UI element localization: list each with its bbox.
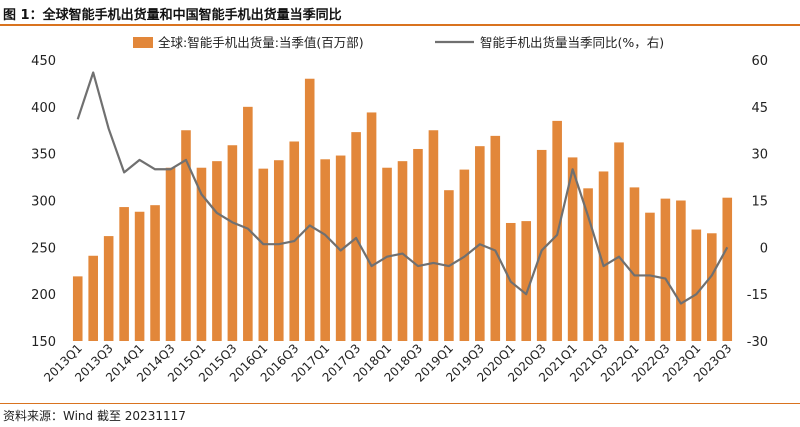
bar	[103, 236, 114, 341]
bar	[536, 149, 547, 341]
bar	[196, 167, 207, 341]
x-axis: 2013Q12013Q32014Q12014Q32015Q12015Q32016…	[41, 341, 734, 385]
right-tick-label: 15	[751, 195, 768, 210]
bar	[243, 106, 253, 341]
footer-divider	[0, 403, 800, 404]
bar	[181, 130, 191, 341]
right-axis: -30 -15 0 15 30 45 60	[747, 54, 768, 350]
bar	[134, 211, 145, 341]
chart-svg: 150 200 250 300 350 400 450 -30 -15 0 15 30 45 60 20…	[31, 35, 768, 385]
bar-series	[72, 78, 733, 342]
right-tick-label: -15	[747, 288, 768, 303]
right-tick-label: 30	[751, 148, 768, 163]
bar	[583, 188, 593, 341]
bar	[320, 159, 330, 341]
bar	[119, 207, 129, 341]
bar	[382, 167, 392, 341]
right-tick-label: 60	[751, 54, 768, 69]
chart-title: 图 1：全球智能手机出货量和中国智能手机出货量当季同比	[3, 8, 342, 23]
bar	[366, 112, 377, 341]
left-tick-label: 300	[31, 195, 56, 210]
bar	[304, 78, 315, 342]
bar	[413, 148, 423, 341]
legend: 全球:智能手机出货量:当季值(百万部) 智能手机出货量当季同比(%，右)	[133, 35, 664, 50]
legend-bar-swatch	[133, 37, 153, 48]
bar	[722, 197, 733, 341]
bar	[212, 161, 222, 341]
source-note: 资料来源：Wind 截至 20231117	[3, 409, 186, 423]
legend-bar-label: 全球:智能手机出货量:当季值(百万部)	[158, 35, 364, 50]
line-series	[76, 71, 729, 305]
right-tick-label: -30	[747, 335, 768, 350]
bar	[428, 130, 439, 341]
bar	[567, 157, 578, 341]
left-tick-label: 400	[31, 101, 56, 116]
bar	[676, 200, 686, 341]
bar	[691, 229, 702, 341]
left-tick-label: 350	[31, 148, 56, 163]
bar	[645, 212, 655, 341]
bar	[351, 132, 361, 341]
bar	[629, 187, 640, 341]
left-axis: 150 200 250 300 350 400 450	[31, 54, 56, 350]
bar	[88, 255, 98, 341]
bar	[521, 221, 532, 341]
bar	[335, 155, 346, 341]
left-tick-label: 150	[31, 335, 56, 350]
left-tick-label: 250	[31, 241, 56, 256]
legend-line-label: 智能手机出货量当季同比(%，右)	[480, 35, 664, 50]
left-tick-label: 200	[31, 288, 56, 303]
right-tick-label: 0	[760, 241, 768, 256]
bar	[273, 160, 284, 341]
bar	[165, 167, 176, 341]
right-tick-label: 45	[751, 101, 768, 116]
bar	[660, 198, 671, 341]
bar	[258, 168, 269, 341]
bar	[397, 161, 408, 341]
bar	[72, 276, 83, 341]
bar	[614, 142, 624, 341]
bar	[490, 135, 501, 341]
left-tick-label: 450	[31, 54, 56, 69]
bar	[227, 145, 238, 341]
bar	[150, 205, 160, 341]
bar	[598, 171, 609, 341]
title-bar: 图 1：全球智能手机出货量和中国智能手机出货量当季同比	[0, 0, 800, 26]
bar	[707, 233, 717, 341]
